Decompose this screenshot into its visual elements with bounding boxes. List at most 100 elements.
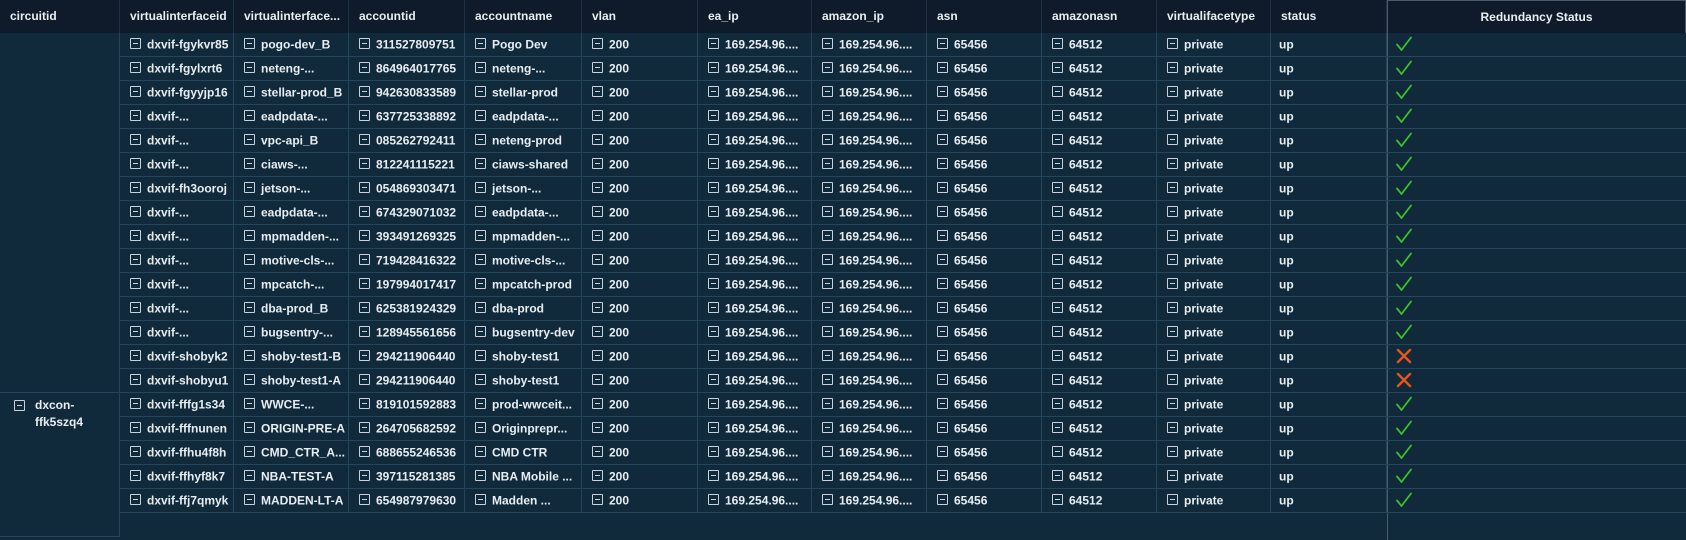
collapse-box-icon[interactable] [592, 422, 603, 434]
collapse-box-icon[interactable] [1167, 302, 1178, 314]
collapse-box-icon[interactable] [937, 278, 948, 290]
collapse-box-icon[interactable] [592, 302, 603, 314]
collapse-box-icon[interactable] [130, 62, 141, 74]
table-row[interactable]: dxvif-... dba-prod_B 625381924329 dba-prod 2… [120, 297, 1686, 321]
table-row[interactable]: dxvif-... eadpdata-... 674329071032 eadpdat… [120, 201, 1686, 225]
collapse-box-icon[interactable] [592, 494, 603, 506]
collapse-box-icon[interactable] [359, 374, 370, 386]
collapse-box-icon[interactable] [244, 206, 255, 218]
column-header-redundancy-status[interactable]: Redundancy Status [1387, 0, 1686, 33]
collapse-box-icon[interactable] [244, 350, 255, 362]
collapse-box-icon[interactable] [592, 158, 603, 170]
collapse-box-icon[interactable] [937, 182, 948, 194]
table-row[interactable]: dxvif-... motive-cls-... 719428416322 motiv… [120, 249, 1686, 273]
collapse-box-icon[interactable] [244, 422, 255, 434]
collapse-box-icon[interactable] [475, 158, 486, 170]
collapse-box-icon[interactable] [1052, 134, 1063, 146]
collapse-box-icon[interactable] [475, 350, 486, 362]
collapse-box-icon[interactable] [359, 38, 370, 50]
collapse-box-icon[interactable] [130, 446, 141, 458]
table-row[interactable]: dxvif-fffg1s34 WWCE-... 819101592883 prod-w… [120, 393, 1686, 417]
collapse-box-icon[interactable] [475, 494, 486, 506]
collapse-box-icon[interactable] [822, 38, 833, 50]
collapse-box-icon[interactable] [1052, 494, 1063, 506]
collapse-box-icon[interactable] [130, 110, 141, 122]
collapse-box-icon[interactable] [708, 254, 719, 266]
collapse-box-icon[interactable] [475, 398, 486, 410]
collapse-box-icon[interactable] [359, 182, 370, 194]
collapse-box-icon[interactable] [592, 134, 603, 146]
collapse-box-icon[interactable] [359, 86, 370, 98]
collapse-box-icon[interactable] [130, 278, 141, 290]
collapse-box-icon[interactable] [130, 38, 141, 50]
collapse-box-icon[interactable] [359, 422, 370, 434]
collapse-box-icon[interactable] [708, 86, 719, 98]
column-header-circuitid[interactable]: circuitid [0, 0, 120, 33]
table-row[interactable]: dxvif-... bugsentry-... 128945561656 bugsen… [120, 321, 1686, 345]
collapse-box-icon[interactable] [475, 86, 486, 98]
collapse-box-icon[interactable] [475, 374, 486, 386]
collapse-box-icon[interactable] [475, 230, 486, 242]
collapse-box-icon[interactable] [1167, 182, 1178, 194]
collapse-box-icon[interactable] [130, 302, 141, 314]
collapse-box-icon[interactable] [592, 110, 603, 122]
collapse-box-icon[interactable] [1167, 230, 1178, 242]
collapse-box-icon[interactable] [937, 254, 948, 266]
collapse-box-icon[interactable] [822, 86, 833, 98]
table-row[interactable]: dxvif-... mpcatch-... 197994017417 mpcatch-… [120, 273, 1686, 297]
collapse-box-icon[interactable] [244, 446, 255, 458]
table-row[interactable]: dxvif-fgykvr85 pogo-dev_B 311527809751 Pogo… [120, 33, 1686, 57]
collapse-box-icon[interactable] [937, 230, 948, 242]
collapse-box-icon[interactable] [244, 230, 255, 242]
collapse-box-icon[interactable] [592, 230, 603, 242]
collapse-box-icon[interactable] [475, 326, 486, 338]
collapse-box-icon[interactable] [937, 158, 948, 170]
collapse-box-icon[interactable] [359, 350, 370, 362]
collapse-box-icon[interactable] [1052, 470, 1063, 482]
collapse-box-icon[interactable] [822, 182, 833, 194]
collapse-box-icon[interactable] [475, 254, 486, 266]
collapse-box-icon[interactable] [130, 254, 141, 266]
collapse-box-icon[interactable] [130, 470, 141, 482]
collapse-box-icon[interactable] [244, 278, 255, 290]
collapse-box-icon[interactable] [359, 206, 370, 218]
collapse-box-icon[interactable] [822, 206, 833, 218]
collapse-box-icon[interactable] [130, 374, 141, 386]
collapse-box-icon[interactable] [592, 374, 603, 386]
collapse-box-icon[interactable] [937, 446, 948, 458]
collapse-box-icon[interactable] [592, 62, 603, 74]
collapse-box-icon[interactable] [244, 470, 255, 482]
collapse-box-icon[interactable] [1052, 206, 1063, 218]
table-row[interactable]: dxvif-fh3ooroj jetson-... 054869303471 jets… [120, 177, 1686, 201]
collapse-box-icon[interactable] [592, 206, 603, 218]
collapse-box-icon[interactable] [244, 158, 255, 170]
collapse-box-icon[interactable] [822, 398, 833, 410]
collapse-box-icon[interactable] [822, 446, 833, 458]
column-header-asn[interactable]: asn [927, 0, 1042, 33]
column-header-status[interactable]: status [1271, 0, 1387, 33]
collapse-box-icon[interactable] [1167, 62, 1178, 74]
collapse-box-icon[interactable] [244, 38, 255, 50]
table-row[interactable]: dxvif-fffnunen ORIGIN-PRE-A 264705682592 Or… [120, 417, 1686, 441]
table-row[interactable]: dxvif-... ciaws-... 812241115221 ciaws-shar… [120, 153, 1686, 177]
collapse-box-icon[interactable] [1167, 158, 1178, 170]
collapse-box-icon[interactable] [359, 326, 370, 338]
collapse-box-icon[interactable] [130, 158, 141, 170]
collapse-box-icon[interactable] [244, 398, 255, 410]
collapse-box-icon[interactable] [130, 350, 141, 362]
collapse-box-icon[interactable] [708, 398, 719, 410]
collapse-box-icon[interactable] [1052, 422, 1063, 434]
collapse-box-icon[interactable] [592, 446, 603, 458]
collapse-box-icon[interactable] [1052, 278, 1063, 290]
collapse-box-icon[interactable] [1167, 398, 1178, 410]
collapse-box-icon[interactable] [708, 374, 719, 386]
collapse-box-icon[interactable] [708, 62, 719, 74]
collapse-box-icon[interactable] [244, 374, 255, 386]
table-row[interactable]: dxvif-shobyu1 shoby-test1-A 294211906440 sh… [120, 369, 1686, 393]
collapse-box-icon[interactable] [937, 422, 948, 434]
column-header-accountid[interactable]: accountid [349, 0, 465, 33]
collapse-box-icon[interactable] [475, 134, 486, 146]
collapse-box-icon[interactable] [708, 350, 719, 362]
collapse-box-icon[interactable] [708, 206, 719, 218]
collapse-box-icon[interactable] [1052, 398, 1063, 410]
